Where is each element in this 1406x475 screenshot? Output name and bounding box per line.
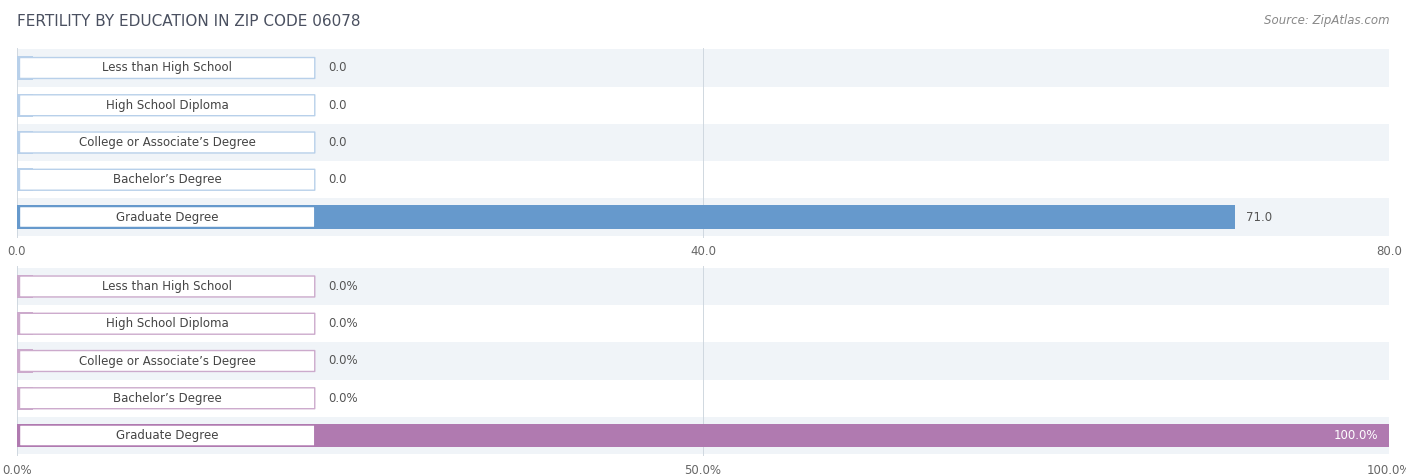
- FancyBboxPatch shape: [20, 351, 315, 371]
- Text: Bachelor’s Degree: Bachelor’s Degree: [112, 392, 222, 405]
- Text: 0.0: 0.0: [329, 173, 347, 186]
- Text: Less than High School: Less than High School: [103, 280, 232, 293]
- Text: 0.0%: 0.0%: [329, 280, 359, 293]
- Bar: [17, 168, 34, 191]
- Text: 100.0%: 100.0%: [1334, 429, 1378, 442]
- Text: Graduate Degree: Graduate Degree: [115, 210, 218, 224]
- Text: Graduate Degree: Graduate Degree: [115, 429, 218, 442]
- Bar: [17, 424, 1389, 447]
- Text: College or Associate’s Degree: College or Associate’s Degree: [79, 354, 256, 368]
- Bar: [17, 350, 34, 372]
- Bar: [17, 424, 34, 447]
- Text: High School Diploma: High School Diploma: [105, 99, 229, 112]
- Text: 71.0: 71.0: [1246, 210, 1272, 224]
- Text: FERTILITY BY EDUCATION IN ZIP CODE 06078: FERTILITY BY EDUCATION IN ZIP CODE 06078: [17, 14, 360, 29]
- Bar: [17, 124, 1389, 161]
- Text: College or Associate’s Degree: College or Associate’s Degree: [79, 136, 256, 149]
- Bar: [17, 387, 34, 410]
- Bar: [17, 94, 34, 117]
- Text: Source: ZipAtlas.com: Source: ZipAtlas.com: [1264, 14, 1389, 27]
- FancyBboxPatch shape: [20, 314, 315, 334]
- Text: Bachelor’s Degree: Bachelor’s Degree: [112, 173, 222, 186]
- Bar: [17, 312, 34, 335]
- Bar: [17, 161, 1389, 199]
- Text: 0.0: 0.0: [329, 136, 347, 149]
- Bar: [17, 86, 1389, 124]
- FancyBboxPatch shape: [20, 95, 315, 116]
- Text: 0.0: 0.0: [329, 61, 347, 75]
- Text: Less than High School: Less than High School: [103, 61, 232, 75]
- Text: 0.0%: 0.0%: [329, 392, 359, 405]
- Bar: [17, 206, 1234, 228]
- FancyBboxPatch shape: [20, 132, 315, 153]
- FancyBboxPatch shape: [20, 425, 315, 446]
- Bar: [17, 268, 1389, 305]
- Bar: [17, 417, 1389, 454]
- FancyBboxPatch shape: [20, 207, 315, 228]
- Bar: [17, 342, 1389, 380]
- Bar: [17, 131, 34, 154]
- Bar: [17, 380, 1389, 417]
- Bar: [17, 57, 34, 79]
- FancyBboxPatch shape: [20, 388, 315, 408]
- Text: 0.0%: 0.0%: [329, 354, 359, 368]
- Text: High School Diploma: High School Diploma: [105, 317, 229, 330]
- FancyBboxPatch shape: [20, 169, 315, 190]
- Bar: [17, 275, 34, 298]
- Text: 0.0%: 0.0%: [329, 317, 359, 330]
- Bar: [17, 206, 34, 228]
- FancyBboxPatch shape: [20, 57, 315, 78]
- Bar: [17, 199, 1389, 236]
- Text: 0.0: 0.0: [329, 99, 347, 112]
- Bar: [17, 305, 1389, 342]
- Bar: [17, 49, 1389, 86]
- FancyBboxPatch shape: [20, 276, 315, 297]
